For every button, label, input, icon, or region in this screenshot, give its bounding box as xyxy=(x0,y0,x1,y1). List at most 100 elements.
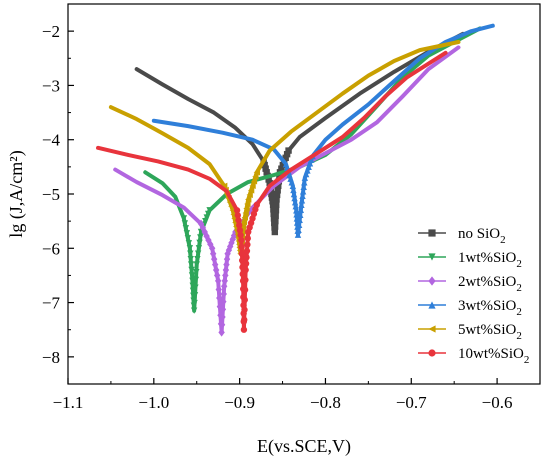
data-point xyxy=(242,209,249,217)
x-tick-label: −0.9 xyxy=(224,393,255,412)
data-point xyxy=(261,161,268,169)
data-point xyxy=(301,174,309,181)
data-point xyxy=(244,200,251,208)
data-point xyxy=(183,230,191,237)
y-axis-title: lg (J,A/cm²) xyxy=(6,150,27,237)
data-point xyxy=(285,147,292,154)
data-point xyxy=(242,276,249,284)
data-point xyxy=(193,269,200,276)
data-point xyxy=(249,182,256,190)
x-tick-label: −0.7 xyxy=(396,393,427,412)
series-line xyxy=(143,26,482,313)
data-point xyxy=(196,239,203,247)
data-point xyxy=(220,282,228,291)
data-point xyxy=(279,161,287,169)
data-point xyxy=(223,260,230,269)
data-point xyxy=(275,182,282,190)
data-point xyxy=(306,160,314,167)
y-tick-label: −8 xyxy=(42,348,60,367)
data-point xyxy=(243,205,250,212)
legend-item: 3wt%SiO2 xyxy=(418,298,522,318)
data-point xyxy=(305,163,312,171)
data-point xyxy=(219,312,226,322)
data-point xyxy=(201,227,208,237)
data-point xyxy=(290,190,298,198)
data-point xyxy=(219,305,227,314)
data-point xyxy=(273,201,280,209)
data-point xyxy=(241,316,248,323)
data-point xyxy=(289,182,297,190)
data-point xyxy=(268,190,275,198)
data-point xyxy=(215,285,222,294)
x-tick-label: −0.8 xyxy=(310,393,341,412)
data-point xyxy=(272,217,279,225)
data-point xyxy=(304,167,311,174)
data-point xyxy=(189,282,196,290)
data-point xyxy=(220,182,228,190)
data-point xyxy=(272,207,280,214)
data-point xyxy=(272,212,279,219)
legend-swatch-marker xyxy=(428,229,436,237)
data-point xyxy=(295,221,303,228)
data-point xyxy=(234,212,241,219)
data-point xyxy=(290,186,297,194)
data-point xyxy=(262,165,269,172)
data-point xyxy=(220,289,227,299)
data-point xyxy=(253,169,260,176)
data-point xyxy=(193,261,200,268)
legend-swatch-marker xyxy=(428,301,436,309)
data-point xyxy=(271,228,279,236)
data-point xyxy=(243,247,251,255)
data-point xyxy=(218,328,225,337)
data-point xyxy=(237,231,244,239)
data-point xyxy=(241,286,249,294)
data-point xyxy=(274,187,281,194)
data-point xyxy=(221,276,228,286)
legend-item: 2wt%SiO2 xyxy=(418,274,522,294)
data-point xyxy=(206,207,213,214)
data-point xyxy=(218,320,226,329)
y-tick-label: −3 xyxy=(42,76,60,95)
data-point xyxy=(269,198,276,205)
data-point xyxy=(273,191,281,199)
data-point xyxy=(300,183,307,190)
legend-label: 3wt%SiO2 xyxy=(458,298,522,318)
data-point xyxy=(194,250,202,257)
legend-label: 1wt%SiO2 xyxy=(458,250,522,270)
data-point xyxy=(294,231,302,238)
data-point xyxy=(268,194,276,201)
data-point xyxy=(238,250,246,257)
data-point xyxy=(223,254,231,264)
legend-label: 5wt%SiO2 xyxy=(458,322,522,342)
data-point xyxy=(241,214,248,221)
y-tick-label: −7 xyxy=(42,294,61,313)
data-point xyxy=(187,255,194,263)
data-point xyxy=(181,220,189,227)
data-point xyxy=(235,217,242,224)
data-point xyxy=(242,260,250,267)
data-point xyxy=(308,156,315,163)
data-point xyxy=(242,266,249,274)
data-point xyxy=(182,225,190,232)
legend-item: 5wt%SiO2 xyxy=(418,322,522,342)
legend-item: 1wt%SiO2 xyxy=(418,250,522,270)
data-point xyxy=(197,234,204,241)
y-tick-label: −5 xyxy=(42,185,60,204)
x-axis-title: E(vs.SCE,V) xyxy=(257,436,351,457)
y-tick-label: −6 xyxy=(42,239,60,258)
data-point xyxy=(236,226,244,234)
data-point xyxy=(236,222,243,229)
data-point xyxy=(244,235,251,242)
data-point xyxy=(238,243,245,251)
data-point xyxy=(217,311,224,320)
legend-label: no SiO2 xyxy=(458,226,506,246)
data-point xyxy=(243,254,250,261)
data-point xyxy=(301,179,308,186)
x-tick-label: −0.6 xyxy=(482,393,513,412)
legend-item: no SiO2 xyxy=(418,226,506,246)
legend: no SiO2 1wt%SiO2 2wt%SiO2 3wt%SiO2 5wt%SiO2 1… xyxy=(418,226,529,366)
data-point xyxy=(298,201,305,209)
data-point xyxy=(250,178,258,185)
data-point xyxy=(187,261,195,268)
